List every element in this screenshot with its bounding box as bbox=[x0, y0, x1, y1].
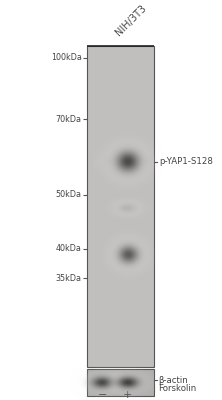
Text: β-actin: β-actin bbox=[158, 376, 188, 385]
Text: +: + bbox=[123, 390, 133, 400]
Text: Forskolin: Forskolin bbox=[158, 384, 196, 393]
Bar bbox=[87, 46, 154, 367]
Text: 35kDa: 35kDa bbox=[56, 274, 82, 283]
Text: 40kDa: 40kDa bbox=[56, 244, 82, 253]
Text: NIH/3T3: NIH/3T3 bbox=[113, 3, 148, 38]
Text: 100kDa: 100kDa bbox=[51, 53, 82, 62]
Text: 70kDa: 70kDa bbox=[56, 115, 82, 124]
Text: −: − bbox=[98, 390, 107, 400]
Text: 50kDa: 50kDa bbox=[56, 190, 82, 200]
Bar bbox=[87, 369, 154, 396]
Text: p-YAP1-S128: p-YAP1-S128 bbox=[159, 157, 213, 166]
